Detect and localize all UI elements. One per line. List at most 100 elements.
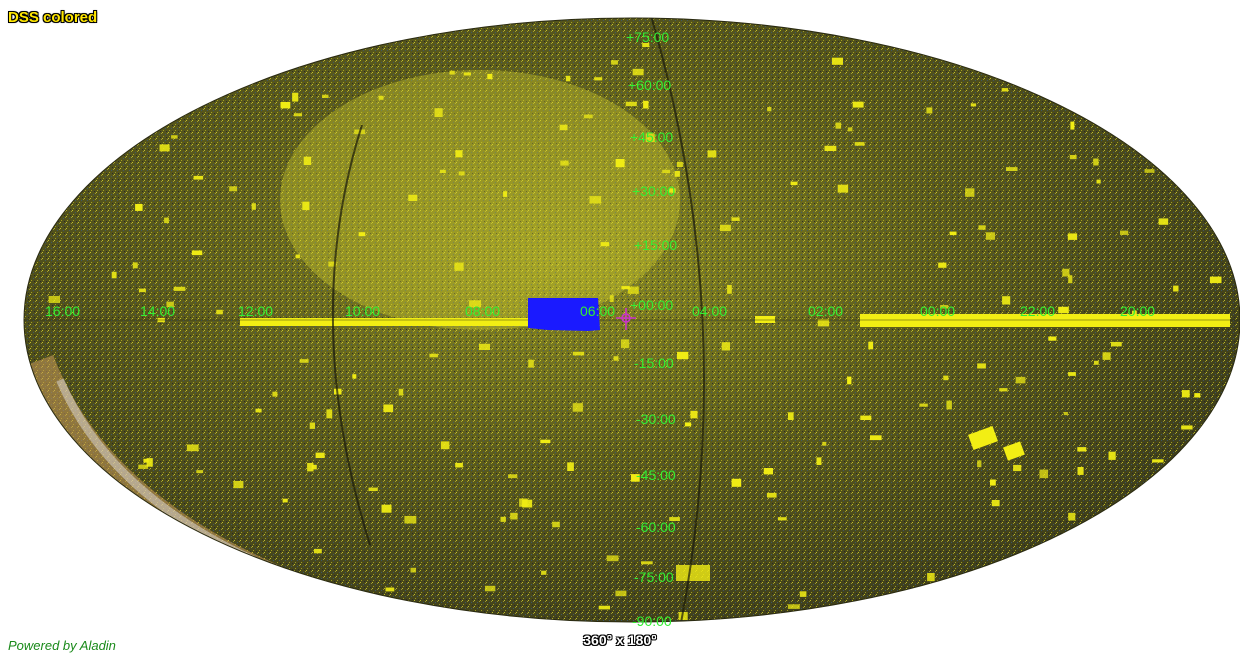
coverage-tile	[295, 254, 300, 259]
selection-region[interactable]	[528, 298, 600, 331]
coverage-tile	[731, 217, 740, 221]
ra-grid-labels: 16:00 14:00 12:00 10:00 08:00 06:00 04:00 02:00…	[45, 303, 1155, 319]
coverage-tile	[938, 262, 947, 268]
coverage-tile	[216, 309, 223, 315]
coverage-tile	[777, 517, 787, 521]
coverage-tile	[429, 353, 438, 358]
coverage-tile	[255, 408, 262, 413]
coverage-tile	[606, 555, 619, 562]
coverage-tile	[1013, 464, 1022, 472]
coverage-tile	[132, 262, 138, 269]
ra-label: 06:00	[580, 303, 615, 319]
coverage-tile	[1102, 352, 1111, 360]
coverage-tile	[615, 590, 627, 597]
coverage-tile	[186, 444, 199, 452]
ra-label: 16:00	[45, 303, 80, 319]
coverage-tile	[1069, 155, 1077, 160]
sky-boundary	[23, 17, 1240, 623]
coverage-tile	[985, 232, 995, 240]
meridian-line	[331, 124, 371, 546]
coverage-tile	[303, 156, 312, 165]
coverage-tile	[1096, 179, 1101, 184]
coverage-tile	[560, 160, 569, 166]
coverage-tile	[927, 573, 935, 582]
ra-label: 08:00	[465, 303, 500, 319]
coverage-tile	[326, 409, 333, 419]
dec-label: -15:00	[634, 355, 674, 371]
coverage-tile	[159, 144, 170, 152]
coverage-tile	[368, 487, 378, 492]
coverage-tile	[763, 468, 773, 475]
dec-label: -30:00	[636, 411, 676, 427]
coverage-tile	[111, 271, 117, 279]
coverage-tile	[594, 77, 603, 81]
coverage-tile	[852, 101, 864, 108]
coverage-tile	[870, 435, 882, 441]
coverage-tile	[455, 150, 463, 158]
coverage-patch	[968, 426, 998, 450]
coverage-tile	[1058, 306, 1069, 314]
coverage-tile	[463, 72, 471, 76]
coverage-tile	[559, 124, 568, 131]
coverage-tile	[965, 188, 975, 197]
coverage-tile	[1062, 268, 1070, 277]
coverage-tile	[837, 184, 849, 193]
coverage-tile	[919, 403, 928, 407]
coverage-tile	[946, 400, 952, 410]
coverage-tile	[1173, 285, 1179, 292]
coverage-tile	[251, 203, 256, 210]
coverage-patch	[676, 565, 710, 581]
coverage-tile	[385, 587, 395, 592]
coverage-tile	[510, 320, 520, 325]
coverage-tile	[307, 463, 314, 472]
ra-label: 04:00	[692, 303, 727, 319]
reticle[interactable]	[616, 308, 636, 330]
ra-label: 14:00	[140, 303, 175, 319]
coverage-tile	[381, 504, 392, 513]
coverage-tile	[519, 498, 528, 507]
coverage-tile	[847, 376, 852, 385]
coverage-tile	[478, 343, 491, 350]
coverage-strip	[240, 318, 530, 326]
coverage-tile	[625, 101, 637, 107]
coverage-tile	[613, 356, 619, 361]
coverage-tile	[662, 169, 671, 174]
coverage-tile	[1108, 451, 1116, 460]
dec-label: -90:00	[632, 613, 672, 629]
coverage-tile	[1002, 296, 1011, 305]
coverage-tile	[991, 500, 1000, 507]
coverage-tile	[552, 521, 560, 528]
coverage-tile	[233, 481, 244, 489]
coverage-tile	[767, 107, 772, 112]
coverage-tile	[926, 107, 933, 114]
dec-label: +15:00	[634, 237, 677, 253]
powered-by-credit[interactable]: Powered by Aladin	[8, 638, 116, 653]
coverage-tile	[1152, 459, 1164, 463]
ra-label: 20:00	[1120, 303, 1155, 319]
coverage-tile	[166, 301, 174, 307]
coverage-tile	[977, 363, 986, 369]
dec-label: -60:00	[636, 519, 676, 535]
coverage-tile	[410, 567, 416, 573]
survey-label[interactable]: DSS colored	[8, 9, 98, 26]
coverage-tile	[598, 605, 610, 610]
coverage-tile	[1132, 310, 1137, 317]
coverage-tile	[684, 422, 692, 427]
coverage-tile	[454, 262, 464, 271]
coverage-tile	[790, 181, 798, 186]
coverage-haze	[280, 70, 680, 330]
coverage-tile	[720, 224, 731, 232]
coverage-tile	[611, 60, 618, 65]
coverage-tile	[1070, 121, 1075, 130]
coverage-tile	[831, 57, 843, 65]
coverage-tile	[1120, 230, 1129, 235]
coverage-tile	[157, 317, 165, 323]
coverage-tile	[970, 103, 977, 107]
coverage-tile	[940, 305, 949, 309]
coverage-tile	[1068, 275, 1073, 284]
coverage-tile	[510, 512, 518, 520]
coverage-tile	[627, 286, 639, 294]
coverage-tile	[383, 404, 394, 413]
